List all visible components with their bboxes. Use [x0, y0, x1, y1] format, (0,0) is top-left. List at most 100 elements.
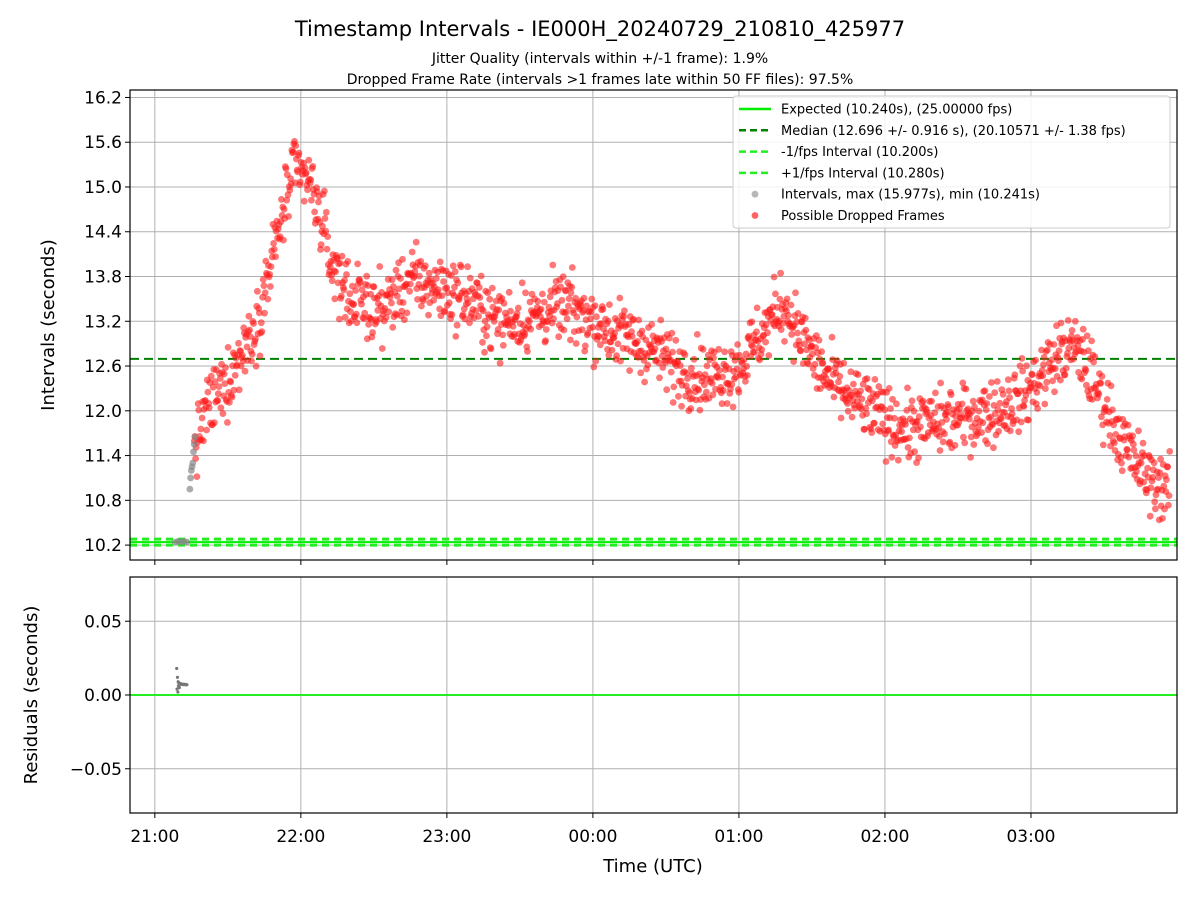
dropped-frame-point: [507, 307, 514, 315]
dropped-frame-point: [733, 365, 741, 373]
dropped-frame-point: [484, 289, 492, 297]
dropped-frame-point: [995, 427, 1002, 435]
residual-point-1: [175, 675, 180, 679]
bottom-ytick-label-0: 0.05: [84, 612, 122, 632]
dropped-frame-point: [1149, 474, 1157, 481]
dropped-frame-point: [311, 208, 318, 216]
dropped-frame-point: [454, 279, 462, 287]
dropped-frame-point: [539, 290, 546, 298]
dropped-frame-point: [370, 283, 378, 291]
dropped-frame-point: [805, 360, 812, 368]
dropped-frame-point: [490, 318, 498, 325]
dropped-frame-point: [958, 400, 966, 408]
top-ylabel: Intervals (seconds): [38, 239, 59, 411]
dropped-frame-point: [572, 294, 579, 302]
dropped-frame-point: [270, 246, 278, 253]
dropped-frame-point: [1083, 332, 1091, 340]
dropped-frame-point: [943, 408, 951, 416]
dropped-frame-point: [365, 321, 372, 328]
dropped-frame-point: [635, 316, 643, 324]
dropped-frame-point: [1019, 367, 1026, 375]
residuals-plot: 0.05 0.00 −0.05 21:00 22:00 23:00 00:00 01:00 02…: [70, 576, 1178, 847]
dropped-frame-point: [496, 359, 504, 367]
dropped-frame-point: [221, 380, 229, 387]
dropped-frame-point: [1163, 476, 1170, 484]
dropped-frame-point: [967, 454, 974, 461]
legend: Expected (10.240s), (25.00000 fps) Median…: [732, 95, 1171, 229]
dropped-frame-point: [931, 409, 939, 416]
dropped-frame-point: [857, 387, 864, 395]
xtick-label-0: 21:00: [130, 827, 179, 847]
dropped-frame-point: [557, 283, 564, 291]
dropped-frame-point: [844, 407, 852, 415]
dropped-frame-point: [863, 410, 870, 418]
dropped-frame-point: [850, 380, 857, 388]
dropped-frame-point: [749, 342, 756, 350]
dropped-frame-point: [637, 369, 645, 377]
residual-point-18: [177, 686, 181, 690]
dropped-frame-point: [449, 262, 457, 270]
dropped-frame-point: [1139, 439, 1147, 447]
dropped-frame-point: [835, 378, 842, 386]
dropped-frame-point: [388, 276, 396, 284]
dropped-frame-point: [344, 258, 352, 265]
dropped-frame-point: [1133, 468, 1140, 475]
dropped-frame-point: [788, 331, 795, 338]
dropped-frame-point: [230, 386, 238, 394]
dropped-frame-point: [302, 169, 310, 177]
dropped-frame-point: [1150, 459, 1158, 467]
dropped-frame-point: [376, 263, 384, 270]
dropped-frame-point: [644, 361, 652, 369]
dropped-frame-point: [562, 287, 570, 295]
dropped-frame-point: [695, 386, 702, 394]
dropped-frame-point: [1051, 388, 1058, 396]
dropped-frame-point: [1055, 347, 1063, 355]
dropped-frame-point: [863, 375, 871, 382]
chart-subtitle-jitter: Jitter Quality (intervals within +/-1 fr…: [431, 51, 768, 67]
dropped-frame-point: [809, 350, 816, 358]
dropped-frame-point: [228, 393, 236, 401]
dropped-frame-point: [696, 406, 704, 414]
dropped-frame-point: [936, 447, 944, 454]
dropped-frame-point: [801, 314, 809, 322]
dropped-frame-point: [728, 380, 736, 388]
dropped-frame-point: [364, 282, 372, 289]
dropped-frame-point: [390, 283, 397, 291]
dropped-frame-point: [947, 391, 955, 399]
dropped-frame-point: [412, 238, 420, 246]
legend-box: [732, 95, 1171, 229]
dropped-frame-point: [1097, 380, 1105, 387]
dropped-frame-point: [246, 333, 254, 340]
dropped-frame-point: [865, 385, 873, 393]
dropped-frame-point: [676, 362, 684, 369]
dropped-frame-point: [416, 272, 423, 280]
dropped-frame-point: [986, 393, 993, 400]
dropped-frame-point: [563, 315, 571, 323]
interval-point-10: [190, 448, 197, 456]
dropped-frame-point: [681, 351, 689, 359]
top-ytick-label-9: 15.6: [84, 133, 122, 153]
dropped-frame-point: [346, 290, 354, 298]
dropped-frame-point: [1090, 358, 1097, 366]
dropped-frame-point: [715, 345, 723, 353]
dropped-frame-point: [848, 413, 856, 421]
dropped-frame-point: [1020, 403, 1028, 410]
dropped-frame-point: [350, 300, 358, 308]
dropped-frame-point: [978, 429, 985, 436]
dropped-frame-point: [296, 178, 304, 186]
dropped-frame-point: [451, 268, 459, 275]
dropped-frame-point: [527, 325, 535, 333]
interval-point-5: [186, 485, 194, 493]
dropped-frame-point: [830, 393, 838, 401]
dropped-frame-point: [542, 326, 550, 333]
dropped-frame-point: [772, 290, 779, 298]
dropped-frame-point: [1107, 382, 1115, 390]
dropped-frame-point: [744, 372, 751, 379]
dropped-frame-point: [1032, 356, 1039, 364]
dropped-frame-point: [588, 295, 596, 303]
dropped-frame-point: [550, 315, 557, 322]
dropped-frame-point: [1048, 356, 1056, 364]
dropped-frame-point: [794, 329, 801, 337]
dropped-frame-point: [753, 304, 761, 312]
dropped-frame-point: [1165, 501, 1172, 509]
